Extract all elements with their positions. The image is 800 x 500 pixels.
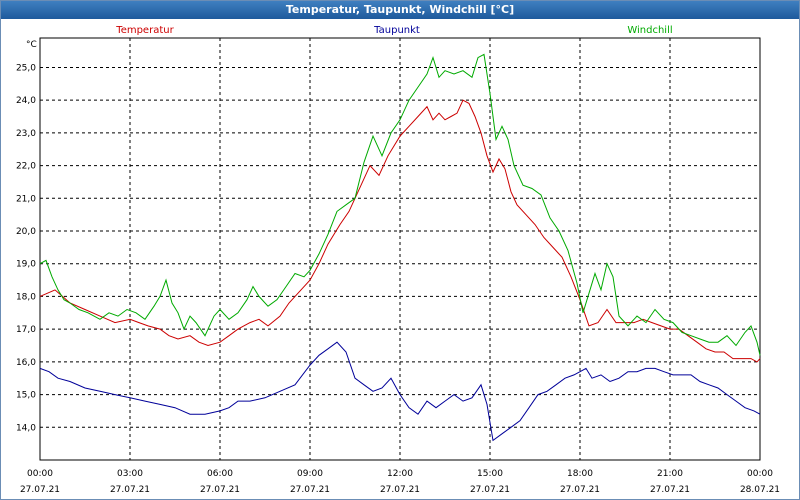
x-tick-time: 00:00	[747, 469, 773, 479]
x-tick-date: 27.07.21	[380, 485, 420, 495]
legend-taupunkt: Taupunkt	[373, 25, 420, 36]
y-tick-label: 16,0	[16, 358, 36, 368]
y-tick-label: 21,0	[16, 194, 36, 204]
x-tick-date: 28.07.21	[740, 485, 780, 495]
x-tick-time: 18:00	[567, 469, 593, 479]
x-tick-time: 06:00	[207, 469, 233, 479]
legend-windchill: Windchill	[627, 25, 672, 36]
window-title: Temperatur, Taupunkt, Windchill [°C]	[1, 1, 799, 19]
grid	[40, 38, 760, 460]
y-tick-label: 22,0	[16, 162, 36, 172]
y-tick-label: 20,0	[16, 227, 36, 237]
y-tick-label: 18,0	[16, 292, 36, 302]
series-line-windchill	[39, 53, 761, 356]
x-tick-time: 15:00	[477, 469, 503, 479]
x-tick-time: 00:00	[27, 469, 53, 479]
axes: 14,0 15,0 16,0 17,0 18,0 19,0 20,0 21,0 22,0 23,0…	[16, 63, 780, 495]
plot-area	[39, 37, 761, 461]
x-tick-date: 27.07.21	[650, 485, 690, 495]
y-tick-label: 23,0	[16, 129, 36, 139]
legend: Temperatur Taupunkt Windchill	[115, 25, 672, 36]
x-tick-date: 27.07.21	[290, 485, 330, 495]
x-tick-time: 09:00	[297, 469, 323, 479]
y-tick-label: 19,0	[16, 260, 36, 270]
x-tick-time: 21:00	[657, 469, 683, 479]
series-line-taupunkt	[39, 341, 761, 442]
x-tick-date: 27.07.21	[560, 485, 600, 495]
y-tick-label: 24,0	[16, 96, 36, 106]
y-tick-label: 25,0	[16, 63, 36, 73]
y-tick-label: 15,0	[16, 391, 36, 401]
x-tick-date: 27.07.21	[110, 485, 150, 495]
y-tick-label: 14,0	[16, 423, 36, 433]
x-tick-date: 27.07.21	[200, 485, 240, 495]
x-tick-time: 12:00	[387, 469, 413, 479]
series-lines	[39, 53, 761, 442]
y-unit-label: °C	[26, 40, 37, 50]
x-tick-date: 27.07.21	[20, 485, 60, 495]
x-tick-date: 27.07.21	[470, 485, 510, 495]
y-tick-label: 17,0	[16, 325, 36, 335]
x-tick-time: 03:00	[117, 469, 143, 479]
legend-temperatur: Temperatur	[115, 25, 174, 36]
